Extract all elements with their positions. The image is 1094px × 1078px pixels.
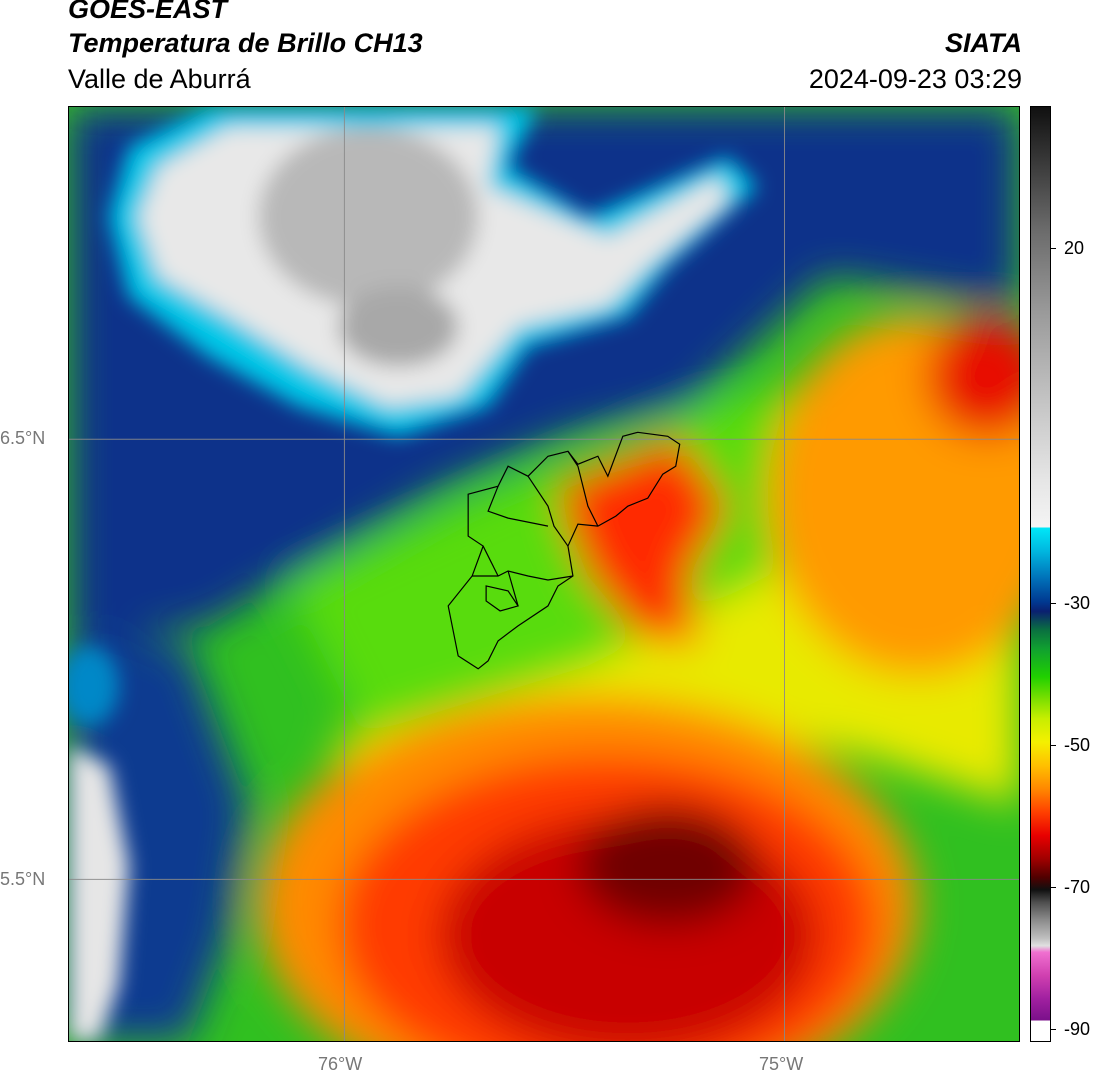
colorbar-label-minus30: -30 <box>1064 593 1091 613</box>
colorbar-label-minus50: -50 <box>1064 735 1091 755</box>
organization-label: SIATA <box>945 28 1022 58</box>
lon-label-75w: 75°W <box>759 1054 804 1074</box>
map-gridlines <box>69 107 1019 1041</box>
colorbar-tick <box>1050 1029 1056 1030</box>
colorbar-label-20: 20 <box>1064 238 1085 258</box>
colorbar-tick <box>1050 248 1056 249</box>
lat-label-5.5: 5.5°N <box>0 869 46 889</box>
lon-label-76w: 76°W <box>318 1054 363 1074</box>
lat-label-6.5: 6.5°N <box>0 428 46 448</box>
satellite-title: GOES-EAST <box>68 0 228 24</box>
timestamp-label: 2024-09-23 03:29 <box>808 64 1022 94</box>
region-subtitle: Valle de Aburrá <box>68 64 251 94</box>
aburra-valley-boundaries <box>447 431 681 670</box>
colorbar-tick <box>1050 745 1056 746</box>
product-title: Temperatura de Brillo CH13 <box>68 28 423 58</box>
colorbar-tick <box>1050 603 1056 604</box>
colorbar-tick <box>1050 887 1056 888</box>
colorbar-label-minus70: -70 <box>1064 877 1091 897</box>
brightness-temperature-map <box>68 106 1020 1042</box>
colorbar-label-minus90: -90 <box>1064 1019 1091 1039</box>
map-raster <box>69 107 1019 1041</box>
temperature-colorbar <box>1030 106 1051 1042</box>
